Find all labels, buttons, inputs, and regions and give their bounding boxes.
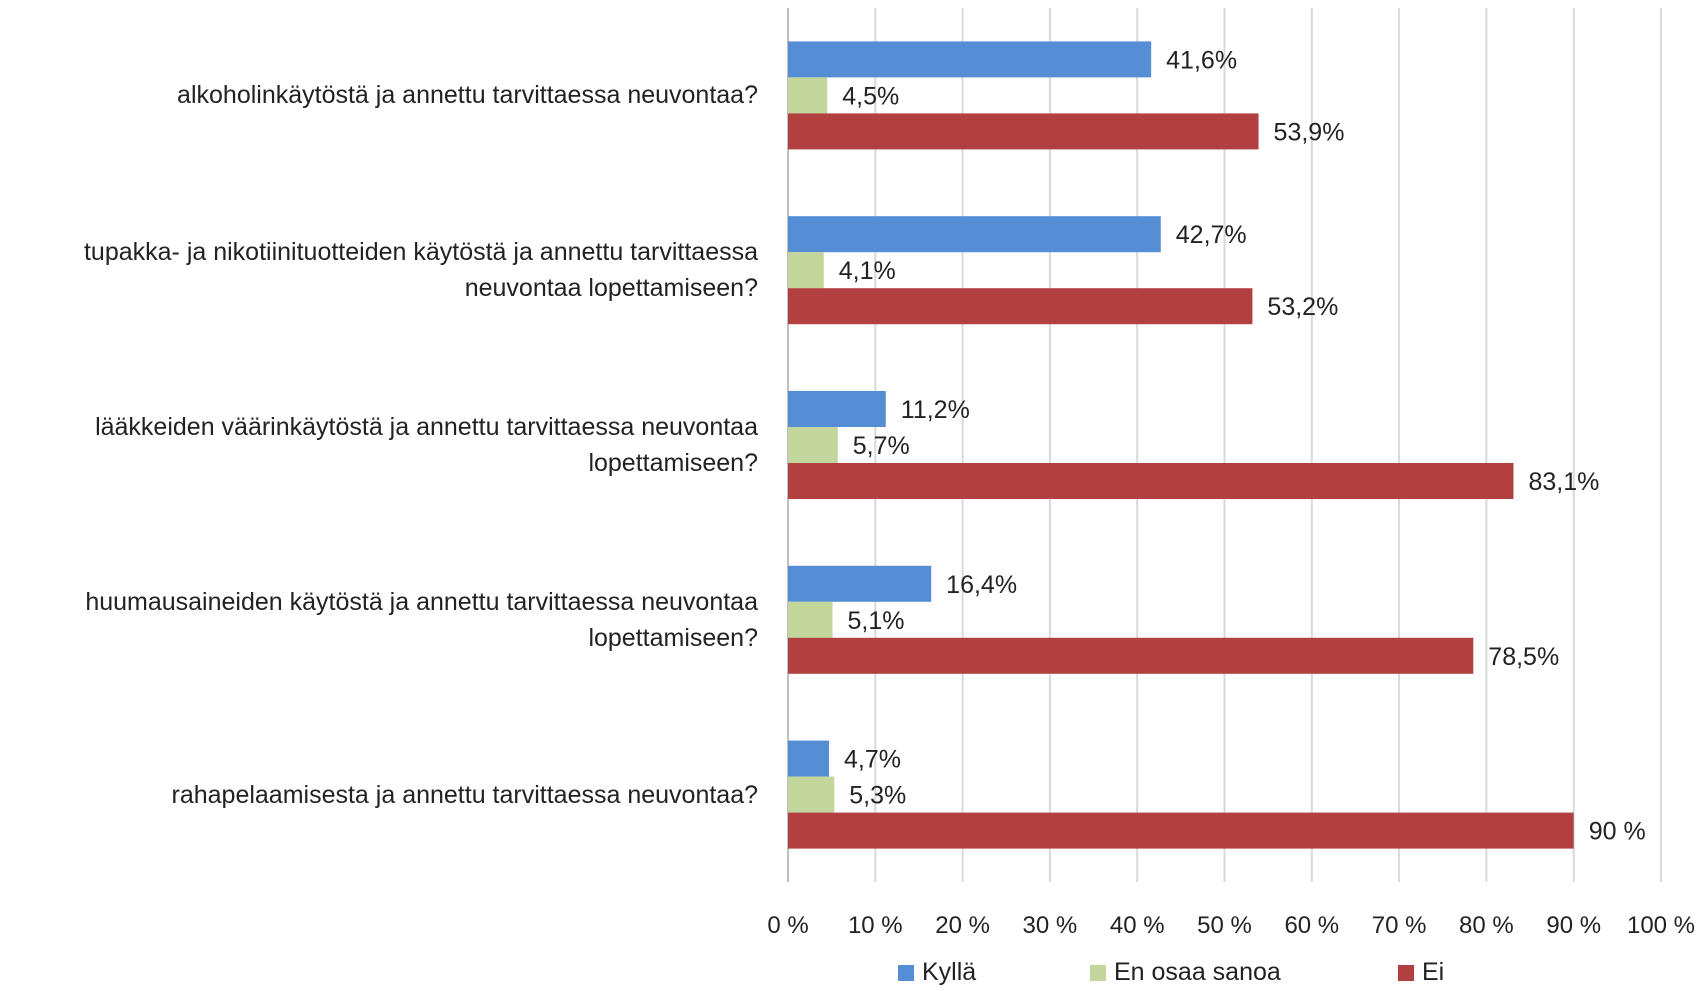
category-label-line: neuvontaa lopettamiseen? — [464, 274, 758, 303]
data-label-en-osaa-sanoa: 5,3% — [849, 782, 906, 810]
category-label: alkoholinkäytöstä ja annettu tarvittaess… — [8, 77, 758, 113]
x-tick-label: 80 % — [1459, 912, 1514, 939]
legend-swatch-kylla — [898, 964, 914, 981]
bar-kylla — [788, 565, 932, 602]
data-label-kylla: 42,7% — [1176, 221, 1247, 249]
bar-en-osaa-sanoa — [788, 77, 828, 114]
data-label-ei: 78,5% — [1488, 643, 1559, 671]
x-tick-label: 30 % — [1023, 912, 1078, 939]
category-label: lääkkeiden väärinkäytöstä ja annettu tar… — [8, 409, 758, 481]
category-label-line: huumausaineiden käytöstä ja annettu tarv… — [85, 587, 758, 616]
legend-swatch-ei — [1398, 964, 1414, 981]
category-label: tupakka- ja nikotiinituotteiden käytöstä… — [8, 234, 758, 306]
data-label-kylla: 16,4% — [946, 571, 1017, 599]
legend-label-kylla: Kyllä — [922, 958, 977, 986]
x-tick-label: 50 % — [1197, 912, 1252, 939]
data-label-kylla: 4,7% — [844, 746, 901, 774]
data-label-ei: 53,2% — [1267, 293, 1338, 321]
category-label-line: tupakka- ja nikotiinituotteiden käytöstä… — [83, 238, 758, 267]
data-label-kylla: 41,6% — [1166, 46, 1237, 74]
x-tick-label: 40 % — [1110, 912, 1165, 939]
x-tick-label: 10 % — [848, 912, 903, 939]
x-tick-label: 100 % — [1627, 912, 1695, 939]
x-tick-label: 0 % — [767, 912, 808, 939]
x-tick-label: 60 % — [1284, 912, 1339, 939]
x-tick-label: 90 % — [1546, 912, 1601, 939]
bar-en-osaa-sanoa — [788, 252, 824, 289]
category-label-line: lopettamiseen? — [588, 623, 758, 652]
data-label-en-osaa-sanoa: 4,1% — [839, 257, 896, 285]
data-label-ei: 83,1% — [1528, 468, 1599, 496]
bar-kylla — [788, 391, 886, 427]
legend-label-en-osaa-sanoa: En osaa sanoa — [1114, 958, 1281, 986]
bar-ei — [788, 812, 1574, 849]
bar-ei — [788, 637, 1474, 674]
legend-item-en-osaa-sanoa: En osaa sanoa — [1090, 958, 1281, 987]
x-tick-label: 70 % — [1372, 912, 1427, 939]
legend-label-ei: Ei — [1422, 958, 1445, 986]
data-label-kylla: 11,2% — [901, 396, 970, 424]
legend-item-kylla: Kyllä — [898, 958, 976, 987]
data-label-en-osaa-sanoa: 5,7% — [853, 432, 910, 460]
category-label-line: alkoholinkäytöstä ja annettu tarvittaess… — [177, 81, 758, 110]
bar-ei — [788, 113, 1259, 150]
bar-en-osaa-sanoa — [788, 776, 835, 813]
bar-ei — [788, 288, 1253, 325]
legend-item-ei: Ei — [1398, 958, 1444, 987]
data-label-ei: 90 % — [1589, 818, 1646, 846]
category-label: huumausaineiden käytöstä ja annettu tarv… — [8, 584, 758, 656]
x-tick-label: 20 % — [935, 912, 990, 939]
category-label-line: rahapelaamisesta ja annettu tarvittaessa… — [171, 780, 759, 809]
data-label-en-osaa-sanoa: 4,5% — [842, 82, 899, 110]
bar-kylla — [788, 41, 1152, 78]
category-label: rahapelaamisesta ja annettu tarvittaessa… — [8, 777, 759, 813]
category-label-line: lääkkeiden väärinkäytöstä ja annettu tar… — [95, 413, 758, 441]
legend: Kyllä En osaa sanoa Ei — [0, 958, 1703, 991]
bar-kylla — [788, 740, 830, 777]
legend-swatch-en-osaa-sanoa — [1090, 964, 1106, 981]
bar-en-osaa-sanoa — [788, 427, 838, 463]
bar-ei — [788, 463, 1514, 499]
data-label-en-osaa-sanoa: 5,1% — [848, 607, 905, 635]
data-label-ei: 53,9% — [1274, 118, 1345, 146]
category-label-line: lopettamiseen? — [588, 449, 758, 477]
bar-kylla — [788, 216, 1161, 253]
bar-en-osaa-sanoa — [788, 601, 833, 638]
